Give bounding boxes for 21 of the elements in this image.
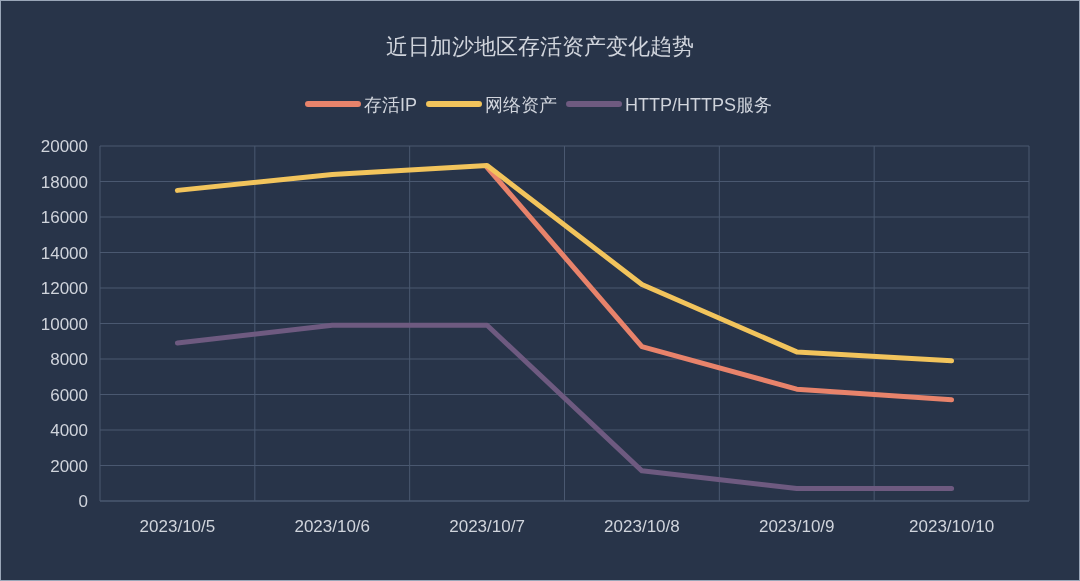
- ytick: 2000: [50, 456, 88, 476]
- xtick: 2023/10/5: [139, 517, 216, 536]
- ytick: 0: [78, 492, 88, 511]
- ytick: 12000: [40, 279, 88, 298]
- ytick: 16000: [40, 208, 88, 227]
- xtick: 2023/10/10: [909, 517, 995, 536]
- ytick: 8000: [50, 350, 88, 369]
- xtick: 2023/10/6: [294, 517, 371, 536]
- ytick: 6000: [50, 385, 88, 405]
- ytick: 14000: [40, 243, 88, 263]
- ytick: 10000: [40, 314, 88, 334]
- title: 近日加沙地区存活资产变化趋势: [386, 34, 694, 59]
- ytick: 20000: [40, 137, 88, 156]
- legend-label: 网络资产: [485, 95, 557, 115]
- xtick: 2023/10/9: [758, 517, 835, 536]
- xtick: 2023/10/8: [604, 517, 680, 536]
- legend-label: HTTP/HTTPS服务: [625, 95, 772, 115]
- xtick: 2023/10/7: [449, 517, 525, 536]
- legend-label: 存活IP: [364, 95, 417, 115]
- ytick: 18000: [40, 172, 88, 192]
- ytick: 4000: [50, 421, 88, 440]
